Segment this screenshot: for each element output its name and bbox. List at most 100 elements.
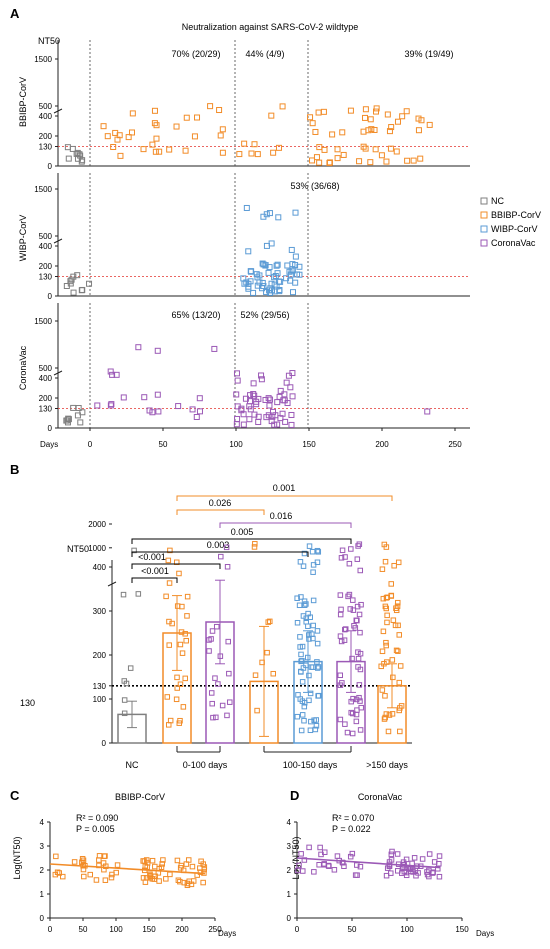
data-point — [426, 121, 433, 128]
data-point — [297, 559, 304, 565]
data-point-nc — [77, 419, 84, 426]
data-point — [395, 622, 401, 629]
data-point — [248, 150, 255, 157]
data-point — [179, 603, 185, 610]
panel-letter-a: A — [10, 6, 20, 21]
panel-a-legend: NC BBIBP-CorV WIBP-CorV CoronaVac — [480, 196, 541, 248]
data-point — [310, 562, 317, 568]
data-point — [236, 151, 243, 158]
data-point — [108, 401, 115, 408]
data-point — [219, 126, 226, 133]
data-point-nc — [75, 405, 82, 412]
data-point — [388, 124, 395, 131]
data-point — [213, 714, 219, 721]
data-point — [334, 146, 341, 153]
data-point — [288, 421, 295, 428]
comparison-p-0001-top: 0.001 — [273, 483, 296, 493]
data-point — [301, 700, 308, 706]
data-point — [282, 418, 289, 425]
significance-bracket — [131, 563, 221, 569]
data-point — [121, 710, 128, 717]
data-point — [314, 659, 320, 665]
data-point — [258, 376, 265, 383]
data-point-nc — [79, 286, 86, 293]
data-point — [154, 391, 161, 398]
data-point — [206, 637, 212, 643]
y-tick-label: 100 — [93, 695, 107, 704]
data-point — [381, 716, 388, 722]
data-point — [287, 384, 294, 391]
data-point — [379, 566, 386, 572]
data-point — [276, 288, 283, 295]
data-point — [298, 651, 304, 658]
data-point — [100, 123, 107, 130]
data-point — [315, 692, 322, 699]
data-point — [378, 663, 384, 670]
data-point — [368, 126, 375, 133]
panel-c-stat-r2: R² = 0.090 — [76, 813, 118, 823]
y-tick-label: 500 — [39, 364, 53, 373]
panel-letter-b: B — [10, 462, 19, 477]
data-point — [315, 549, 322, 555]
data-point — [254, 274, 261, 281]
data-point — [382, 693, 388, 699]
data-point — [277, 415, 284, 422]
data-point — [329, 131, 336, 138]
data-point — [307, 690, 314, 697]
data-point — [355, 543, 361, 549]
data-point — [247, 406, 254, 413]
data-point — [247, 392, 254, 399]
comparison-p-0005: 0.005 — [231, 527, 254, 537]
data-point — [362, 145, 369, 152]
y-tick-label: 400 — [39, 112, 53, 121]
data-point-nc — [79, 157, 86, 164]
data-point — [310, 664, 316, 670]
y-tick-label: 300 — [93, 607, 107, 616]
data-point — [252, 541, 258, 547]
data-point — [389, 657, 396, 663]
annotation-coronavac-1: 65% (13/20) — [171, 310, 220, 320]
data-point — [349, 655, 355, 662]
data-point — [176, 570, 182, 577]
data-point — [275, 214, 282, 221]
y-tick-label: 1500 — [34, 185, 52, 194]
data-point — [301, 703, 308, 710]
data-point — [310, 597, 317, 604]
comparison-p-0026: 0.026 — [209, 498, 232, 508]
data-point — [263, 242, 270, 249]
data-point — [313, 723, 320, 729]
data-point — [289, 261, 296, 268]
data-point — [356, 682, 363, 688]
x-tick-label: 0 — [48, 925, 53, 934]
data-point — [101, 853, 107, 860]
data-point — [254, 282, 261, 289]
data-point — [310, 635, 316, 642]
data-point — [356, 158, 363, 165]
data-point — [393, 607, 400, 614]
data-point — [180, 704, 187, 710]
data-point — [209, 628, 216, 634]
data-point-nc — [65, 415, 72, 422]
data-point — [240, 411, 247, 418]
data-point — [254, 151, 261, 158]
data-point — [397, 728, 403, 735]
data-point-nc — [74, 412, 81, 419]
data-point — [114, 862, 121, 868]
data-point — [383, 639, 389, 646]
data-point-nc — [86, 280, 93, 287]
data-point — [182, 631, 188, 637]
data-point — [340, 151, 347, 158]
data-point — [178, 629, 185, 635]
data-point — [379, 648, 386, 655]
panel-a-y-axis-label: NT50 — [38, 36, 60, 46]
data-point — [270, 670, 277, 677]
data-point — [183, 114, 190, 121]
data-point — [352, 872, 359, 878]
y-tick-label: 3 — [287, 842, 292, 851]
data-point — [215, 681, 221, 687]
data-point — [306, 632, 312, 638]
significance-bracket — [131, 538, 352, 544]
data-point — [129, 110, 136, 117]
data-point — [341, 863, 347, 869]
